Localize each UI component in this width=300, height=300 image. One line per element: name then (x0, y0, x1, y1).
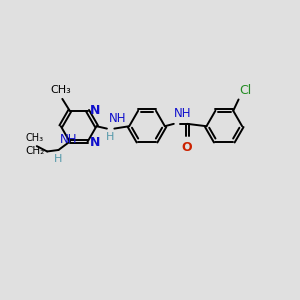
Text: H: H (106, 132, 115, 142)
Text: H: H (54, 154, 62, 164)
Text: N: N (90, 104, 100, 117)
Text: N: N (90, 136, 100, 149)
Text: NH: NH (174, 107, 192, 120)
Text: CH₃: CH₃ (50, 85, 71, 95)
Text: NH: NH (60, 133, 77, 146)
Text: O: O (182, 141, 193, 154)
Text: CH₃: CH₃ (25, 133, 44, 142)
Text: NH: NH (108, 112, 126, 125)
Text: Cl: Cl (239, 84, 251, 97)
Text: CH₂: CH₂ (26, 146, 45, 157)
